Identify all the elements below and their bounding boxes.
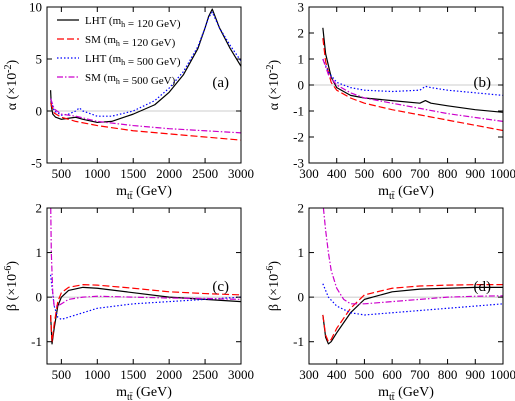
- y-tick-label: 2: [298, 26, 305, 41]
- series-line-1: [322, 38, 503, 132]
- y-tick-label: 2: [36, 201, 43, 216]
- x-tick-label: 1000: [84, 166, 110, 181]
- series-group: [49, 208, 241, 345]
- panel-label: (b): [474, 75, 492, 91]
- x-axis-label: mtt̄ (GeV): [378, 385, 434, 401]
- x-tick-label: 1000: [490, 367, 515, 382]
- x-tick-label: 400: [327, 166, 347, 181]
- plot-frame: [308, 207, 504, 365]
- x-tick-label: 1500: [120, 367, 146, 382]
- y-tick-label: 1: [298, 245, 305, 260]
- series-line-3: [322, 208, 503, 305]
- series-group: [322, 208, 503, 345]
- x-tick-label: 2500: [192, 367, 218, 382]
- x-tick-label: 900: [466, 367, 486, 382]
- y-tick-label: 1: [36, 245, 43, 260]
- x-tick-label: 500: [355, 166, 375, 181]
- plot-frame: [46, 207, 242, 365]
- y-axis-label: β (×10-6): [3, 261, 20, 312]
- panel-label: (a): [212, 75, 229, 91]
- x-tick-label: 800: [438, 367, 458, 382]
- series-line-1: [50, 102, 241, 141]
- series-group: [322, 27, 503, 132]
- y-tick-label: -1: [31, 334, 42, 349]
- x-axis-label: mtt̄ (GeV): [116, 184, 172, 202]
- panel-d: 300 400 500 600 700 800 900 1000 -1 0 1 2 mtt̄ (GeV)…: [265, 201, 515, 401]
- panel-a: 500 1000 1500 2000 2500 3000 -5 0 5 10 mtt̄ (GeV) α…: [3, 0, 254, 202]
- x-tick-label: 2000: [156, 166, 182, 181]
- y-tick-label: 0: [36, 104, 43, 119]
- series-line-2: [49, 274, 241, 321]
- x-tick-label: 3000: [228, 166, 254, 181]
- series-line-0: [322, 286, 503, 345]
- x-tick-label: 300: [299, 367, 319, 382]
- x-tick-label: 1000: [84, 367, 110, 382]
- x-tick-label: 600: [382, 166, 402, 181]
- y-tick-label: -1: [293, 334, 304, 349]
- x-tick-label: 500: [52, 166, 72, 181]
- series-line-1: [322, 284, 503, 343]
- panel-label: (d): [474, 279, 492, 295]
- x-tick-label: 1000: [490, 166, 515, 181]
- x-tick-label: 500: [355, 367, 375, 382]
- series-line-0: [322, 27, 503, 113]
- y-tick-label: 1: [298, 52, 305, 67]
- y-tick-label: 0: [298, 290, 305, 305]
- panel-label: (c): [212, 279, 229, 295]
- x-tick-label: 400: [327, 367, 347, 382]
- y-axis-label: β (×10-6): [265, 261, 282, 312]
- y-tick-label: -3: [293, 156, 304, 171]
- plot-frame: [46, 6, 242, 164]
- x-tick-label: 600: [382, 367, 402, 382]
- x-tick-label: 700: [410, 166, 430, 181]
- y-axis-label: α (×10-2): [3, 59, 20, 110]
- legend: LHT (mh = 120 GeV) SM (mh = 120 GeV) LHT (…: [57, 15, 181, 87]
- x-axis-label: mtt̄ (GeV): [378, 184, 434, 202]
- y-tick-label: -2: [293, 130, 304, 145]
- legend-entry: SM (mh = 120 GeV): [85, 34, 176, 49]
- x-tick-label: 300: [299, 166, 319, 181]
- x-tick-label: 500: [52, 367, 72, 382]
- x-tick-label: 900: [466, 166, 486, 181]
- y-tick-label: 0: [298, 78, 305, 93]
- panel-c: 500 1000 1500 2000 2500 3000 -1 0 1 2 mtt̄ (GeV) β …: [3, 201, 254, 401]
- series-line-2: [322, 58, 503, 96]
- x-tick-label: 700: [410, 367, 430, 382]
- panel-b: 300 400 500 600 700 800 900 1000 -3 -2 -1 0 1 2 3 mtt̄ …: [265, 0, 515, 202]
- series-line-3: [50, 98, 241, 134]
- x-axis-label: mtt̄ (GeV): [116, 385, 172, 401]
- x-tick-label: 3000: [228, 367, 254, 382]
- y-axis-label: α (×10-2): [265, 59, 282, 110]
- y-tick-label: 3: [298, 0, 305, 15]
- legend-entry: LHT (mh = 500 GeV): [85, 53, 181, 68]
- x-tick-label: 1500: [120, 166, 146, 181]
- y-tick-label: 5: [36, 52, 43, 67]
- x-tick-label: 2500: [192, 166, 218, 181]
- y-tick-label: 10: [29, 0, 42, 15]
- y-tick-label: -1: [293, 104, 304, 119]
- y-tick-label: -5: [31, 156, 42, 171]
- series-line-3: [50, 208, 241, 307]
- y-tick-label: 2: [298, 201, 305, 216]
- series-line-2: [50, 11, 241, 117]
- y-tick-label: 0: [36, 290, 43, 305]
- series-line-0: [49, 8, 241, 124]
- x-tick-label: 800: [438, 166, 458, 181]
- x-tick-label: 2000: [156, 367, 182, 382]
- series-line-0: [49, 286, 241, 345]
- legend-entry: LHT (mh = 120 GeV): [85, 15, 181, 30]
- series-group: [49, 8, 241, 141]
- series-line-3: [322, 58, 503, 122]
- series-line-1: [49, 284, 241, 343]
- legend-entry: SM (mh = 500 GeV): [85, 72, 176, 87]
